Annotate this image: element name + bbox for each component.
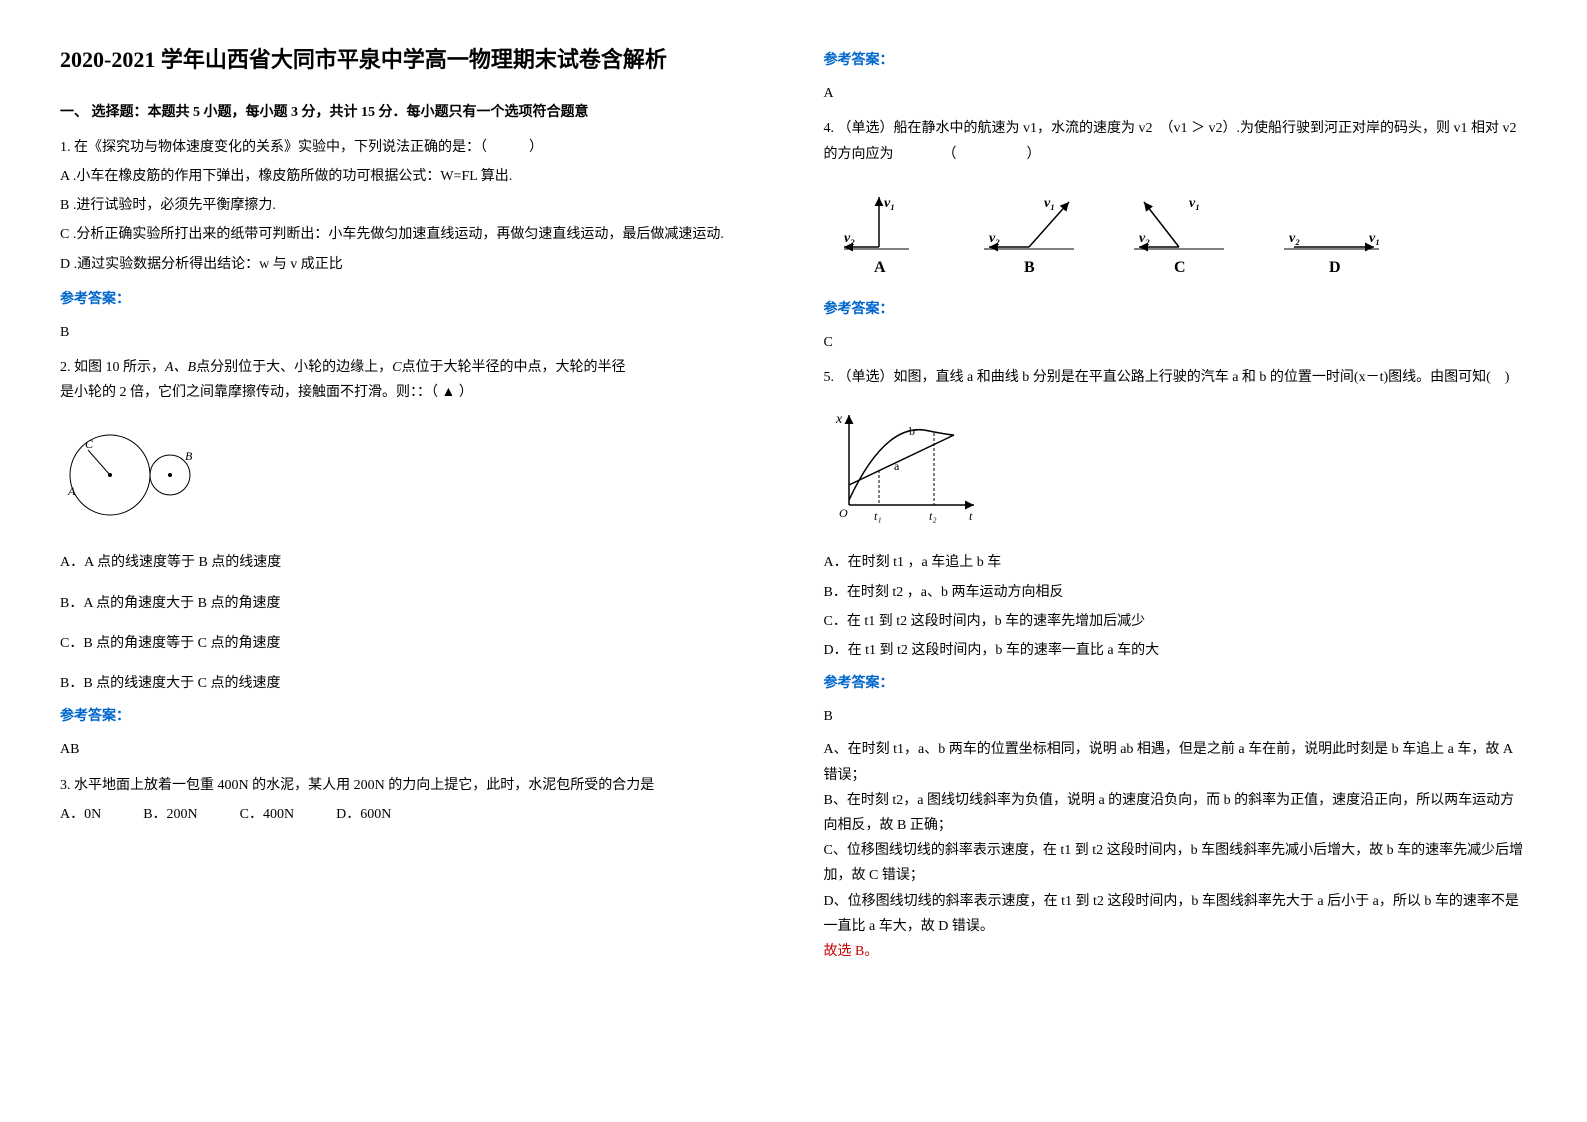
question-2: 2. 如图 10 所示，A、B点分别位于大、小轮的边缘上，C点位于大轮半径的中点… — [60, 355, 764, 405]
svg-text:B: B — [1024, 259, 1035, 276]
exam-title: 2020-2021 学年山西省大同市平泉中学高一物理期末试卷含解析 — [60, 40, 764, 80]
q5-conclusion: 故选 B。 — [824, 939, 1528, 964]
q5-option-b: B．在时刻 t2 ，a、b 两车运动方向相反 — [824, 580, 1528, 605]
q2-answer-label: 参考答案： — [60, 704, 764, 729]
svg-text:v₂: v₂ — [989, 231, 1000, 246]
svg-text:t₁: t₁ — [874, 509, 882, 523]
q3-answer: A — [824, 81, 1528, 106]
q1-option-d: D .通过实验数据分析得出结论：w 与 v 成正比 — [60, 252, 764, 277]
q5-explain-a: A、在时刻 t1，a、b 两车的位置坐标相同，说明 ab 相遇，但是之前 a 车… — [824, 737, 1528, 787]
q5-stem: 5. （单选）如图，直线 a 和曲线 b 分别是在平直公路上行驶的汽车 a 和 … — [824, 365, 1528, 390]
right-column: 参考答案： A 4. （单选）船在静水中的航速为 v1，水流的速度为 v2 （v… — [824, 40, 1528, 964]
svg-text:C: C — [85, 437, 94, 451]
svg-text:a: a — [894, 459, 900, 473]
svg-text:A: A — [67, 484, 76, 498]
q5-answer: B — [824, 704, 1528, 729]
section-1-header: 一、 选择题：本题共 5 小题，每小题 3 分，共计 15 分．每小题只有一个选… — [60, 100, 764, 125]
svg-text:B: B — [185, 449, 193, 463]
svg-text:x: x — [835, 412, 843, 427]
q2-option-a: A．A 点的线速度等于 B 点的线速度 — [60, 550, 764, 575]
svg-text:O: O — [839, 506, 848, 520]
q2-stem-line2: 是小轮的 2 倍，它们之间靠摩擦传动，接触面不打滑。则：：（ ▲ ） — [60, 380, 764, 405]
q5-option-a: A．在时刻 t1 ，a 车追上 b 车 — [824, 550, 1528, 575]
q1-option-a: A .小车在橡皮筋的作用下弹出，橡皮筋所做的功可根据公式：W=FL 算出. — [60, 164, 764, 189]
q3-options: A．0N B．200N C．400N D．600N — [60, 802, 764, 827]
q5-explain-d: D、位移图线切线的斜率表示速度，在 t1 到 t2 这段时间内，b 车图线斜率先… — [824, 889, 1528, 939]
q5-figure: x O t a b t₁ t₂ — [824, 405, 1528, 535]
q5-option-c: C．在 t1 到 t2 这段时间内，b 车的速率先增加后减少 — [824, 609, 1528, 634]
svg-text:t₂: t₂ — [929, 509, 937, 523]
q5-option-d: D．在 t1 到 t2 这段时间内，b 车的速率一直比 a 车的大 — [824, 638, 1528, 663]
svg-text:v₁: v₁ — [1369, 231, 1380, 246]
left-column: 2020-2021 学年山西省大同市平泉中学高一物理期末试卷含解析 一、 选择题… — [60, 40, 764, 964]
q2-option-b: B．A 点的角速度大于 B 点的角速度 — [60, 591, 764, 616]
q1-option-b: B .进行试验时，必须先平衡摩擦力. — [60, 193, 764, 218]
q2-figure: C A B — [60, 420, 764, 520]
q3-stem: 3. 水平地面上放着一包重 400N 的水泥，某人用 200N 的力向上提它，此… — [60, 773, 764, 798]
svg-text:b: b — [909, 424, 915, 438]
svg-text:v₂: v₂ — [1139, 231, 1150, 246]
q2-stem-line1: 2. 如图 10 所示，A、B点分别位于大、小轮的边缘上，C点位于大轮半径的中点… — [60, 355, 764, 380]
question-1: 1. 在《探究功与物体速度变化的关系》实验中，下列说法正确的是：（ ） A .小… — [60, 135, 764, 277]
q4-answer-label: 参考答案： — [824, 297, 1528, 322]
svg-text:t: t — [969, 509, 973, 523]
svg-text:v₂: v₂ — [1289, 231, 1300, 246]
svg-text:C: C — [1174, 259, 1186, 276]
q5-answer-label: 参考答案： — [824, 671, 1528, 696]
q2-option-c: C．B 点的角速度等于 C 点的角速度 — [60, 631, 764, 656]
q1-stem: 1. 在《探究功与物体速度变化的关系》实验中，下列说法正确的是：（ ） — [60, 135, 764, 160]
q1-answer-label: 参考答案： — [60, 287, 764, 312]
q5-explain-b: B、在时刻 t2，a 图线切线斜率为负值，说明 a 的速度沿负向，而 b 的斜率… — [824, 788, 1528, 838]
q4-figure: v₁ v₂ A v₁ v₂ B v₁ v₂ — [824, 182, 1528, 282]
q2-answer: AB — [60, 737, 764, 762]
question-5: 5. （单选）如图，直线 a 和曲线 b 分别是在平直公路上行驶的汽车 a 和 … — [824, 365, 1528, 390]
svg-text:v₂: v₂ — [844, 231, 855, 246]
svg-text:v₁: v₁ — [1189, 196, 1200, 211]
question-4: 4. （单选）船在静水中的航速为 v1，水流的速度为 v2 （v1 ＞ v2）.… — [824, 116, 1528, 166]
q4-answer: C — [824, 330, 1528, 355]
svg-text:A: A — [874, 259, 886, 276]
svg-text:D: D — [1329, 259, 1341, 276]
q1-option-c: C .分析正确实验所打出来的纸带可判断出：小车先做匀加速直线运动，再做匀速直线运… — [60, 222, 764, 247]
svg-text:v₁: v₁ — [884, 196, 895, 211]
q2-option-d: B．B 点的线速度大于 C 点的线速度 — [60, 671, 764, 696]
q4-stem: 4. （单选）船在静水中的航速为 v1，水流的速度为 v2 （v1 ＞ v2）.… — [824, 116, 1528, 166]
question-3: 3. 水平地面上放着一包重 400N 的水泥，某人用 200N 的力向上提它，此… — [60, 773, 764, 827]
svg-text:v₁: v₁ — [1044, 196, 1055, 211]
q3-answer-label: 参考答案： — [824, 48, 1528, 73]
q5-explain-c: C、位移图线切线的斜率表示速度，在 t1 到 t2 这段时间内，b 车图线斜率先… — [824, 838, 1528, 888]
q1-answer: B — [60, 320, 764, 345]
